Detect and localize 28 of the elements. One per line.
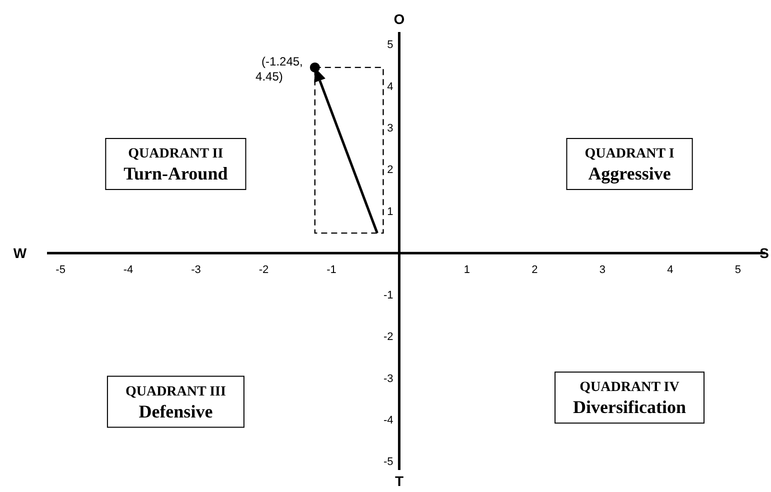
- x-tick-label: -5: [56, 264, 66, 276]
- x-tick-label: -3: [191, 264, 201, 276]
- x-tick-label: 4: [667, 264, 674, 276]
- text: T: [394, 473, 404, 489]
- y-tick-label: 5: [387, 39, 394, 52]
- y-tick-label: -4: [383, 414, 394, 426]
- text: O: [394, 11, 405, 27]
- x-tick-label: 5: [734, 264, 741, 276]
- x-tick-label: -2: [258, 264, 269, 276]
- x-tick-label: -4: [123, 264, 134, 276]
- data-label: (-1.245, 4.45): [256, 54, 303, 84]
- y-tick-label: 1: [387, 206, 394, 218]
- y-tick-label: -3: [383, 372, 394, 385]
- annotation: QUADRANT II Turn-Around: [124, 146, 228, 184]
- annotation: QUADRANT III Defensive: [125, 384, 226, 422]
- y-tick-label: -2: [383, 331, 394, 344]
- text: W: [13, 245, 28, 262]
- annotation: QUADRANT I Aggressive: [584, 146, 674, 184]
- y-tick-label: -1: [383, 289, 394, 302]
- y-tick-label: 4: [387, 80, 394, 93]
- annotation: QUADRANT IV Diversification: [573, 380, 686, 418]
- x-tick-label: 2: [532, 264, 538, 276]
- x-tick-label: -1: [326, 264, 336, 276]
- y-tick-label: -5: [383, 456, 394, 468]
- x-tick-label: 3: [599, 264, 606, 276]
- x-tick-label: 1: [464, 264, 470, 276]
- y-tick-label: 3: [387, 122, 394, 134]
- y-tick-label: 2: [387, 164, 394, 176]
